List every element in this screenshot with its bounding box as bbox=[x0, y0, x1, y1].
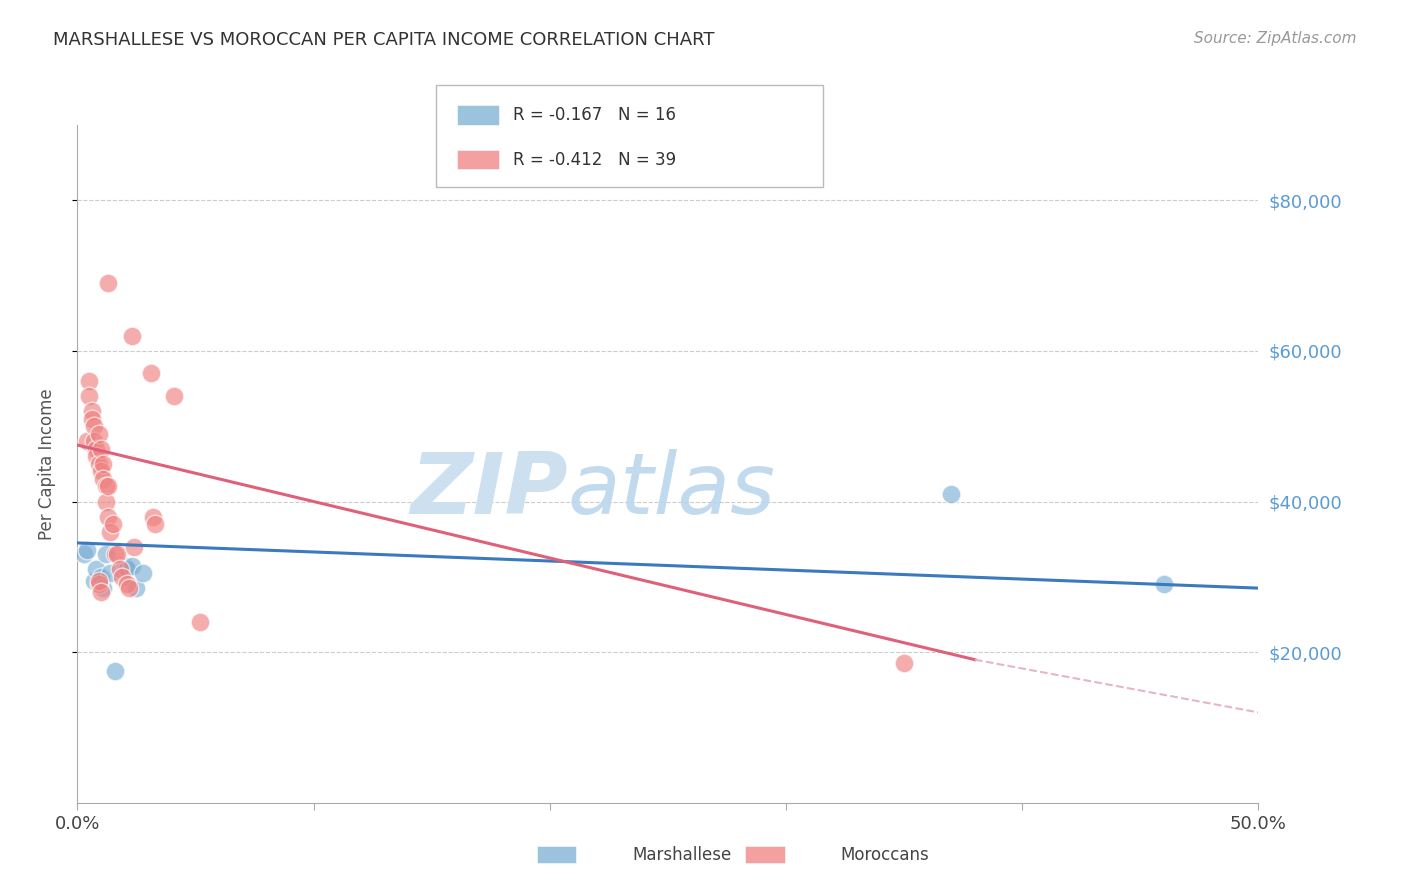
Text: Source: ZipAtlas.com: Source: ZipAtlas.com bbox=[1194, 31, 1357, 46]
Point bbox=[90, 442, 112, 456]
Point bbox=[94, 494, 117, 508]
Point bbox=[90, 570, 112, 584]
Point bbox=[100, 524, 122, 539]
Point bbox=[83, 574, 105, 588]
Point bbox=[107, 547, 129, 561]
Point bbox=[121, 328, 143, 343]
Point bbox=[94, 479, 117, 493]
Y-axis label: Per Capita Income: Per Capita Income bbox=[38, 388, 56, 540]
Text: R = -0.412   N = 39: R = -0.412 N = 39 bbox=[513, 151, 676, 169]
Point bbox=[83, 434, 105, 449]
Point bbox=[80, 411, 103, 425]
Point bbox=[143, 517, 166, 532]
Point bbox=[76, 543, 98, 558]
Point bbox=[111, 570, 134, 584]
Point bbox=[104, 547, 127, 561]
Point bbox=[97, 276, 120, 290]
Point bbox=[188, 615, 211, 629]
Text: ZIP: ZIP bbox=[409, 450, 568, 533]
Point bbox=[87, 574, 110, 588]
Point bbox=[115, 562, 138, 576]
Text: atlas: atlas bbox=[568, 450, 776, 533]
Point bbox=[90, 464, 112, 478]
Point bbox=[91, 581, 114, 595]
Point bbox=[87, 457, 110, 471]
Point bbox=[83, 419, 105, 434]
Point bbox=[94, 547, 117, 561]
Text: Moroccans: Moroccans bbox=[841, 846, 929, 863]
Point bbox=[132, 566, 155, 580]
Point bbox=[76, 434, 98, 449]
Point bbox=[163, 389, 186, 403]
Text: R = -0.167   N = 16: R = -0.167 N = 16 bbox=[513, 106, 676, 124]
Point bbox=[125, 581, 148, 595]
Point bbox=[97, 509, 120, 524]
Point bbox=[73, 547, 96, 561]
Point bbox=[121, 558, 143, 573]
Point bbox=[77, 389, 100, 403]
Point bbox=[84, 450, 107, 464]
Point bbox=[77, 374, 100, 388]
Point bbox=[91, 457, 114, 471]
Point bbox=[91, 472, 114, 486]
Point bbox=[1153, 577, 1175, 591]
Point bbox=[84, 442, 107, 456]
Point bbox=[139, 367, 162, 381]
Point bbox=[84, 562, 107, 576]
Point bbox=[108, 562, 131, 576]
Point bbox=[114, 558, 136, 573]
Point bbox=[941, 487, 963, 501]
Text: MARSHALLESE VS MOROCCAN PER CAPITA INCOME CORRELATION CHART: MARSHALLESE VS MOROCCAN PER CAPITA INCOM… bbox=[53, 31, 714, 49]
Point bbox=[893, 657, 915, 671]
Point bbox=[104, 664, 127, 678]
Point bbox=[90, 585, 112, 599]
Point bbox=[87, 577, 110, 591]
Point bbox=[100, 566, 122, 580]
Text: Marshallese: Marshallese bbox=[633, 846, 733, 863]
Point bbox=[142, 509, 165, 524]
Point bbox=[97, 479, 120, 493]
Point bbox=[87, 426, 110, 441]
Point bbox=[101, 517, 124, 532]
Point bbox=[80, 404, 103, 418]
Point bbox=[122, 540, 145, 554]
Point bbox=[118, 581, 141, 595]
Point bbox=[115, 577, 138, 591]
